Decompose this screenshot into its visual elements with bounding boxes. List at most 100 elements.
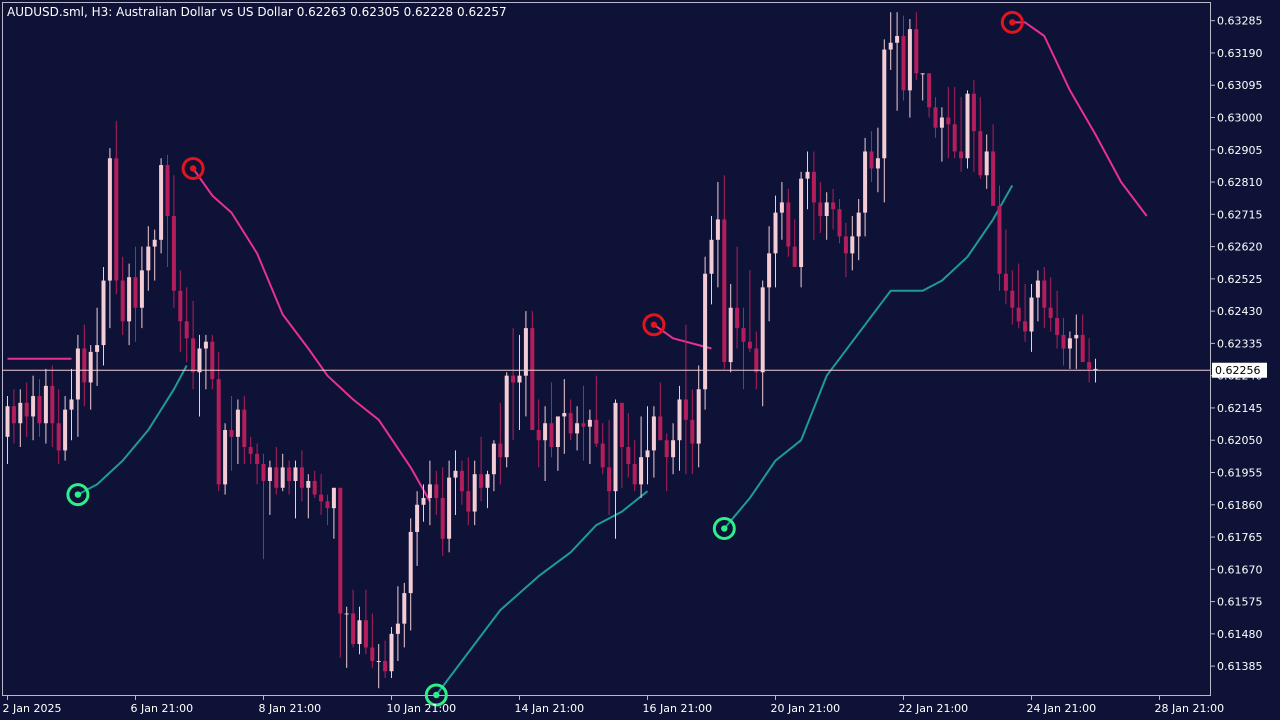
candle-body (722, 219, 727, 363)
candle (440, 467, 445, 556)
candle-body (255, 453, 260, 464)
candle-body (171, 216, 176, 291)
candle (952, 86, 957, 159)
candle-body (1087, 362, 1092, 369)
candle-body (677, 399, 682, 441)
candle-body (325, 501, 330, 509)
candle (741, 307, 746, 390)
candle-body (715, 219, 720, 240)
candle (946, 86, 951, 159)
candle-body (568, 413, 573, 434)
candle (754, 331, 759, 390)
candle-body (242, 409, 247, 448)
candle (632, 440, 637, 492)
candle (959, 97, 964, 172)
candle (901, 15, 906, 101)
buy-signal-marker-dot (74, 491, 82, 498)
candle-body (658, 416, 663, 441)
candle (715, 182, 720, 288)
candle (5, 396, 10, 464)
candle (1087, 338, 1092, 383)
buy-signal-marker (424, 683, 448, 707)
candle (408, 518, 413, 631)
candle-body (331, 487, 336, 509)
candle (581, 385, 586, 461)
candle-body (575, 423, 580, 434)
candle (658, 382, 663, 441)
candle (427, 460, 432, 526)
candle (984, 134, 989, 189)
candle (56, 389, 61, 464)
candle-body (95, 345, 100, 352)
candle (786, 188, 791, 257)
candle-body (517, 375, 522, 383)
candle-body (165, 165, 170, 217)
candle-body (1035, 280, 1040, 298)
sell-signal-marker-ring (1000, 10, 1024, 34)
candle (31, 375, 36, 441)
candle (344, 606, 349, 668)
candle (37, 379, 42, 437)
candle-body (1093, 368, 1098, 370)
candle (434, 470, 439, 515)
buy-signal-marker-ring (712, 517, 736, 541)
candle (274, 447, 279, 495)
candle-body (370, 647, 375, 662)
candle (1035, 270, 1040, 322)
candle-body (402, 593, 407, 624)
candle (1029, 283, 1034, 352)
candle (395, 586, 400, 662)
candle (1061, 317, 1066, 366)
candle (146, 226, 151, 291)
candle-body (491, 443, 496, 475)
candle-body (152, 239, 157, 247)
candle (837, 199, 842, 244)
candle-body (927, 73, 932, 108)
candle-body (799, 178, 804, 267)
candle-body (479, 474, 484, 488)
candle-body (933, 107, 938, 128)
buy-signal-marker-ring (424, 683, 448, 707)
candle-body (747, 341, 752, 349)
candle (184, 287, 189, 363)
candle (1010, 270, 1015, 325)
candle-body (261, 464, 266, 481)
candle (24, 382, 29, 437)
candle-body (306, 480, 311, 488)
price-axis[interactable]: 0.63285 0.63190 0.63095 0.63000 0.62905 0.628… (1210, 15, 1263, 673)
candle-body (120, 280, 125, 322)
sell-signal-marker (1000, 10, 1024, 34)
candle-body (594, 419, 599, 444)
candle-body (991, 151, 996, 206)
candle (850, 216, 855, 271)
candle-body (850, 236, 855, 254)
candle-body (184, 321, 189, 339)
candle-body (959, 151, 964, 159)
price-tick-label: 0.62905 (1217, 144, 1263, 157)
candle (43, 368, 48, 444)
candle-body (434, 484, 439, 498)
candle-body (645, 450, 650, 458)
candle (600, 423, 605, 475)
candle (939, 107, 944, 162)
buy-signal-marker (712, 517, 736, 541)
candle-body (523, 328, 528, 376)
candle (575, 406, 580, 451)
candle (1080, 314, 1085, 363)
candle (613, 399, 618, 539)
candle (338, 487, 343, 658)
candle (971, 80, 976, 172)
candle (370, 613, 375, 668)
candle-body (114, 158, 119, 281)
candle-body (376, 661, 381, 663)
sell-signal-marker (642, 313, 666, 337)
price-tick-label: 0.62620 (1217, 241, 1263, 254)
candle-body (1029, 297, 1034, 332)
time-axis[interactable]: 2 Jan 2025 6 Jan 21:00 8 Jan 21:00 10 Jan 2… (3, 695, 1225, 715)
candle (760, 280, 765, 407)
price-tick-label: 0.61860 (1217, 499, 1263, 512)
candle (562, 379, 567, 454)
candle-body (37, 396, 42, 424)
